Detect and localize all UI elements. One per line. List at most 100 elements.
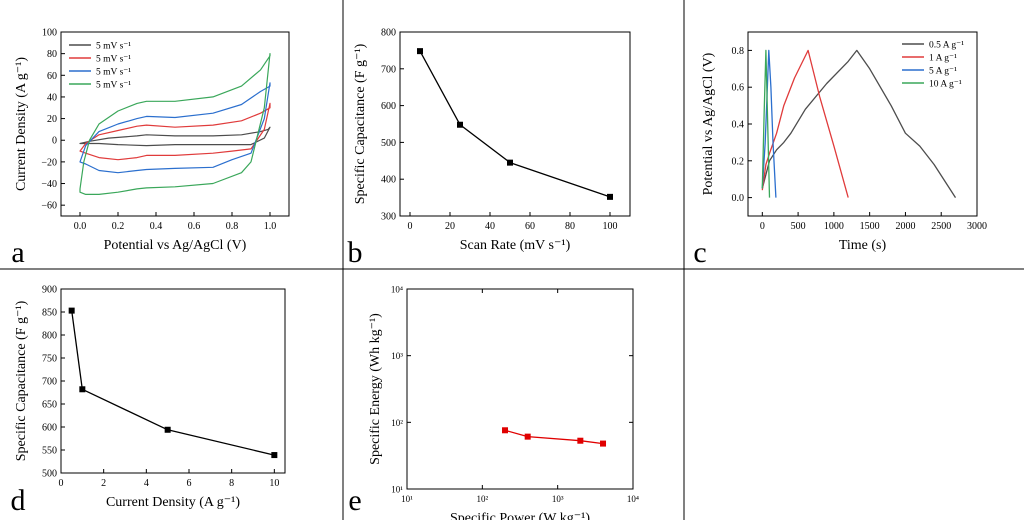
- x-tick-label: 20: [445, 221, 455, 232]
- plot-frame: [60, 31, 290, 217]
- y-tick-label: 0.4: [732, 120, 745, 131]
- series-line: [71, 310, 275, 456]
- x-tick-label: 6: [187, 478, 192, 489]
- x-axis-label: Time (s): [839, 238, 887, 253]
- data-point: [524, 433, 531, 440]
- y-tick-label: 600: [381, 101, 396, 112]
- x-tick-label: 8: [229, 478, 234, 489]
- series-line: [419, 50, 611, 198]
- y-tick-label: 700: [42, 377, 57, 388]
- y-tick-label: 0.6: [732, 83, 745, 94]
- y-tick-label: 300: [381, 212, 396, 223]
- y-axis-label: Specific Capacitance (F g⁻¹): [353, 43, 368, 204]
- legend: 5 mV s⁻¹ 5 mV s⁻¹ 5 mV s⁻¹ 5 mV s⁻¹: [69, 42, 131, 91]
- series-1: [79, 126, 271, 147]
- series-2: [761, 49, 849, 198]
- legend: 0.5 A g⁻¹ 1 A g⁻¹ 5 A g⁻¹ 10 A g⁻¹: [902, 41, 964, 90]
- y-axis-label: Current Density (A g⁻¹): [14, 57, 29, 191]
- data-point: [507, 159, 513, 166]
- y-tick-label: 400: [381, 175, 396, 186]
- x-tick-label: 1500: [860, 221, 880, 232]
- panel-a: 0.0 0.2 0.4 0.6 0.8 1.0 −60 −40 −20 0 20 40 60 80 100 P…: [11, 28, 290, 269]
- cv-curve: [79, 82, 271, 174]
- data-point: [457, 121, 463, 128]
- x-tick-label: 0.4: [150, 221, 163, 232]
- x-tick-label: 10: [269, 478, 279, 489]
- y-tick-label: 0.2: [732, 156, 745, 167]
- x-tick-label: 0: [59, 478, 64, 489]
- data-point: [417, 48, 423, 55]
- legend-label: 5 mV s⁻¹: [96, 81, 131, 91]
- x-tick-label: 10⁴: [627, 494, 639, 504]
- y-tick-label: −60: [41, 201, 57, 212]
- panel-d: 0 2 4 6 8 10 500 550 600 650 700 750 800 850 900 Curren…: [11, 285, 286, 517]
- y-tick-label: 700: [381, 64, 396, 75]
- x-tick-label: 0: [760, 221, 765, 232]
- y-tick-label: −40: [41, 179, 57, 190]
- panel-label-e: e: [348, 484, 361, 517]
- x-tick-label: 10³: [552, 494, 564, 504]
- y-axis-label: Specific Capacitance (F g⁻¹): [14, 300, 29, 461]
- legend-label: 5 mV s⁻¹: [96, 55, 131, 65]
- data-point: [79, 386, 86, 393]
- panel-label-c: c: [693, 236, 706, 269]
- x-tick-label: 60: [525, 221, 535, 232]
- x-tick-label: 3000: [967, 221, 987, 232]
- series-1: [502, 427, 607, 447]
- series-line: [761, 49, 777, 198]
- legend-label: 1 A g⁻¹: [929, 54, 957, 64]
- data-point: [271, 452, 278, 459]
- series-3: [761, 49, 777, 198]
- data-point: [607, 193, 613, 200]
- y-tick-label: 900: [42, 285, 57, 296]
- x-tick-label: 0: [408, 221, 413, 232]
- x-tick-label: 80: [565, 221, 575, 232]
- cv-curve: [79, 52, 271, 195]
- y-tick-label: 80: [47, 49, 57, 60]
- plot-frame: [406, 288, 634, 490]
- y-tick-label: 650: [42, 400, 57, 411]
- panel-e: 10¹ 10² 10³ 10⁴ 10¹ 10² 10³ 10⁴ Specific Power (…: [348, 285, 639, 520]
- cv-curve: [79, 102, 271, 161]
- y-tick-label: 750: [42, 354, 57, 365]
- x-tick-label: 0.2: [112, 221, 125, 232]
- x-axis-label: Potential vs Ag/AgCl (V): [104, 238, 247, 253]
- y-tick-label: 100: [42, 28, 57, 39]
- data-point: [577, 437, 584, 444]
- cv-curve: [79, 126, 271, 147]
- x-tick-label: 2500: [931, 221, 951, 232]
- x-tick-label: 2: [101, 478, 106, 489]
- y-tick-label: 0.8: [732, 46, 745, 57]
- series-3: [79, 82, 271, 174]
- x-tick-label: 10²: [476, 494, 488, 504]
- series-4: [79, 52, 271, 195]
- x-tick-label: 1000: [824, 221, 844, 232]
- legend-label: 5 mV s⁻¹: [96, 42, 131, 52]
- y-tick-label: −20: [41, 157, 57, 168]
- y-tick-label: 10¹: [391, 485, 403, 495]
- legend-label: 5 A g⁻¹: [929, 67, 957, 77]
- panel-label-d: d: [11, 484, 26, 517]
- x-tick-label: 1.0: [264, 221, 277, 232]
- x-tick-label: 2000: [895, 221, 915, 232]
- y-tick-label: 800: [381, 28, 396, 39]
- x-tick-label: 40: [485, 221, 495, 232]
- x-tick-label: 0.8: [226, 221, 239, 232]
- y-tick-label: 0: [52, 136, 57, 147]
- y-tick-label: 10⁴: [391, 285, 403, 295]
- series-4: [761, 49, 771, 198]
- y-tick-label: 800: [42, 331, 57, 342]
- series-1: [68, 307, 278, 459]
- y-tick-label: 850: [42, 308, 57, 319]
- panel-label-a: a: [11, 236, 24, 269]
- x-tick-label: 0.6: [188, 221, 201, 232]
- x-tick-label: 500: [791, 221, 806, 232]
- y-tick-label: 0.0: [732, 193, 745, 204]
- x-axis-label: Scan Rate (mV s⁻¹): [460, 238, 571, 253]
- x-tick-label: 0.0: [74, 221, 87, 232]
- series-line: [761, 49, 771, 198]
- series-line: [761, 49, 957, 198]
